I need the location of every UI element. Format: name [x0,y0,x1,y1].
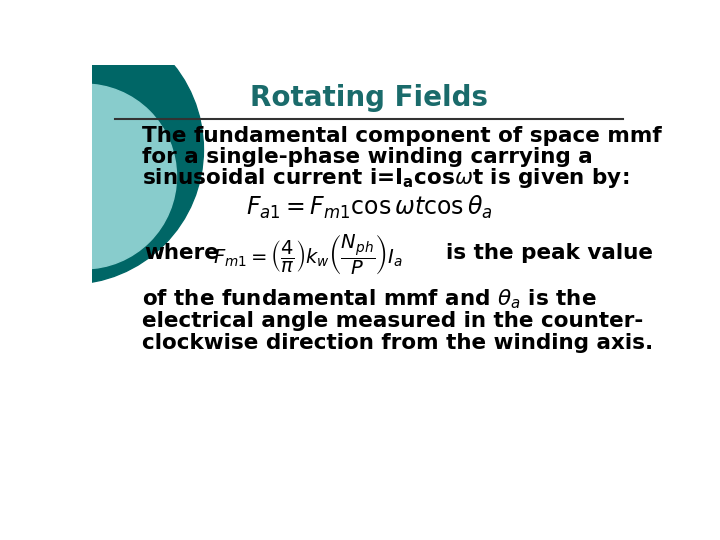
Text: of the fundamental mmf and $\theta_a$ is the: of the fundamental mmf and $\theta_a$ is… [142,288,596,312]
Text: electrical angle measured in the counter-: electrical angle measured in the counter… [142,311,643,331]
Text: sinusoidal current i=I$_\mathregular{a}$cos$\omega$t is given by:: sinusoidal current i=I$_\mathregular{a}$… [142,166,629,190]
Text: Rotating Fields: Rotating Fields [250,84,488,112]
Text: $F_{m1} = \left(\dfrac{4}{\pi}\right) k_w \left(\dfrac{N_{ph}}{P}\right) I_a$: $F_{m1} = \left(\dfrac{4}{\pi}\right) k_… [213,233,403,278]
Text: where: where [144,244,219,264]
Text: $F_{a1} = F_{m1} \cos \omega t \cos \theta_a$: $F_{a1} = F_{m1} \cos \omega t \cos \the… [246,194,492,221]
Text: The fundamental component of space mmf: The fundamental component of space mmf [142,126,662,146]
Text: clockwise direction from the winding axis.: clockwise direction from the winding axi… [142,333,653,353]
Text: for a single-phase winding carrying a: for a single-phase winding carrying a [142,147,593,167]
Text: is the peak value: is the peak value [446,244,653,264]
Circle shape [0,15,204,284]
Circle shape [0,84,176,269]
